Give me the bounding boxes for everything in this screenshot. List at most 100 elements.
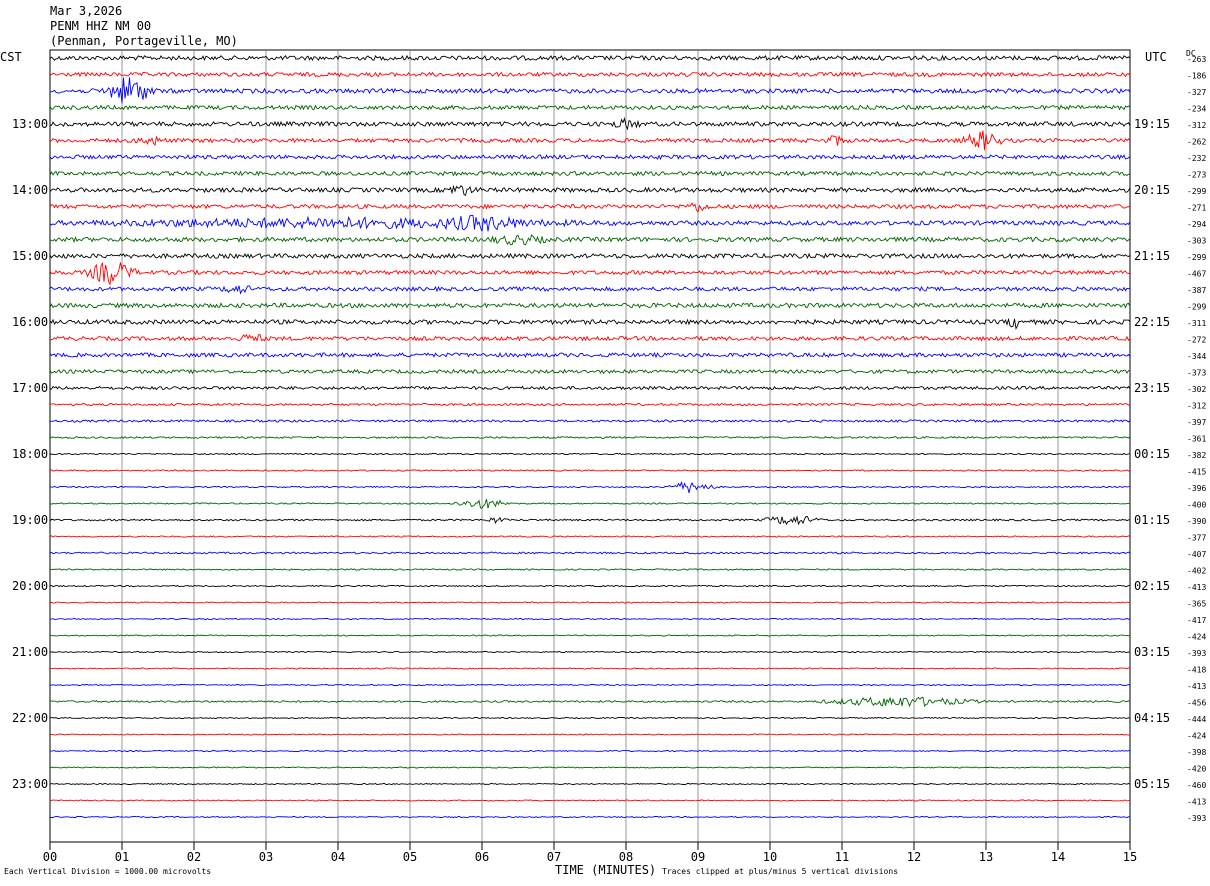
utc-hour-label: 22:15: [1134, 315, 1170, 329]
trace-line: [49, 77, 1131, 104]
cst-hour-label: 22:00: [12, 711, 48, 725]
trace-line: [49, 469, 1131, 472]
cst-hour-label: 14:00: [12, 183, 48, 197]
x-tick-label: 10: [763, 850, 777, 864]
x-tick-label: 03: [259, 850, 273, 864]
dc-offset-label: -382: [1187, 451, 1206, 460]
trace-line: [49, 54, 1131, 62]
dc-offset-label: -393: [1187, 814, 1206, 823]
grid: [49, 49, 1131, 850]
x-tick-label: 05: [403, 850, 417, 864]
trace-line: [49, 634, 1131, 637]
dc-offset-label: -327: [1187, 88, 1206, 97]
utc-hour-label: 02:15: [1134, 579, 1170, 593]
dc-label: DC: [1186, 49, 1196, 58]
trace-line: [49, 402, 1131, 407]
x-tick-label: 11: [835, 850, 849, 864]
right-timezone-label: UTC: [1145, 50, 1167, 64]
dc-offset-label: -413: [1187, 798, 1206, 807]
trace-line: [49, 202, 1131, 213]
utc-hour-label: 23:15: [1134, 381, 1170, 395]
x-tick-label: 14: [1051, 850, 1065, 864]
cst-hour-label: 16:00: [12, 315, 48, 329]
x-tick-label: 06: [475, 850, 489, 864]
dc-offset-label: -234: [1187, 105, 1206, 114]
trace-line: [49, 252, 1131, 260]
trace-line: [49, 130, 1131, 151]
trace-line: [49, 716, 1131, 720]
x-tick-label: 04: [331, 850, 345, 864]
dc-offset-label: -263: [1187, 55, 1206, 64]
cst-hour-label: 13:00: [12, 117, 48, 131]
utc-hour-label: 00:15: [1134, 447, 1170, 461]
trace-line: [49, 535, 1131, 538]
trace-line: [49, 385, 1131, 391]
x-tick-label: 08: [619, 850, 633, 864]
trace-line: [49, 568, 1131, 571]
dc-offset-label: -377: [1187, 534, 1206, 543]
x-tick-label: 13: [979, 850, 993, 864]
dc-offset-label: -420: [1187, 765, 1206, 774]
dc-offset-label: -272: [1187, 336, 1206, 345]
trace-line: [49, 683, 1131, 687]
trace-line: [49, 650, 1131, 654]
dc-offset-label: -444: [1187, 715, 1206, 724]
x-tick-label: 01: [115, 850, 129, 864]
dc-offset-label: -299: [1187, 253, 1206, 262]
trace-line: [49, 317, 1131, 330]
cst-hour-label: 18:00: [12, 447, 48, 461]
x-tick-label: 02: [187, 850, 201, 864]
trace-line: [49, 368, 1131, 375]
dc-offset-label: -402: [1187, 567, 1206, 576]
dc-offset-label: -232: [1187, 154, 1206, 163]
trace-line: [49, 498, 1131, 509]
trace-line: [49, 333, 1131, 342]
trace-line: [49, 419, 1131, 423]
cst-hour-label: 17:00: [12, 381, 48, 395]
cst-hour-label: 19:00: [12, 513, 48, 527]
dc-offset-label: -418: [1187, 666, 1206, 675]
dc-offset-label: -361: [1187, 435, 1206, 444]
dc-offset-label: -294: [1187, 220, 1206, 229]
trace-line: [49, 436, 1131, 440]
cst-hour-label: 21:00: [12, 645, 48, 659]
trace-line: [49, 153, 1131, 161]
header-location: (Penman, Portageville, MO): [50, 34, 238, 48]
dc-offset-label: -456: [1187, 699, 1206, 708]
trace-line: [49, 584, 1130, 588]
dc-offset-label: -413: [1187, 583, 1206, 592]
dc-offset-label: -424: [1187, 633, 1206, 642]
dc-offset-label: -460: [1187, 781, 1206, 790]
plot-frame: [49, 49, 1131, 843]
trace-line: [49, 782, 1131, 786]
dc-offset-label: -415: [1187, 468, 1206, 477]
trace-line: [49, 799, 1131, 802]
trace-line: [49, 452, 1131, 456]
traces: [49, 54, 1131, 819]
dc-offset-label: -407: [1187, 550, 1206, 559]
trace-line: [50, 667, 1131, 670]
trace-line: [49, 184, 1131, 196]
dc-offset-label: -312: [1187, 402, 1206, 411]
trace-line: [49, 766, 1131, 769]
trace-line: [49, 749, 1131, 753]
dc-offset-label: -390: [1187, 517, 1206, 526]
trace-line: [49, 285, 1131, 295]
dc-offset-label: -271: [1187, 204, 1206, 213]
labels: 00 01 02 03 04 05 06 07 08 09 10 11 12 13 14 15 -263 -186…: [12, 55, 1206, 864]
dc-offset-label: -393: [1187, 649, 1206, 658]
x-tick-label: 09: [691, 850, 705, 864]
cst-hour-label: 20:00: [12, 579, 48, 593]
x-tick-label: 07: [547, 850, 561, 864]
trace-line: [49, 617, 1131, 621]
trace-line: [49, 104, 1131, 111]
dc-offset-label: -186: [1187, 72, 1206, 81]
x-tick-label: 00: [43, 850, 57, 864]
dc-offset-label: -299: [1187, 303, 1206, 312]
dc-offset-label: -303: [1187, 237, 1206, 246]
trace-line: [49, 733, 1131, 736]
trace-line: [49, 214, 1131, 232]
dc-offset-label: -400: [1187, 501, 1206, 510]
dc-offset-label: -397: [1187, 418, 1206, 427]
